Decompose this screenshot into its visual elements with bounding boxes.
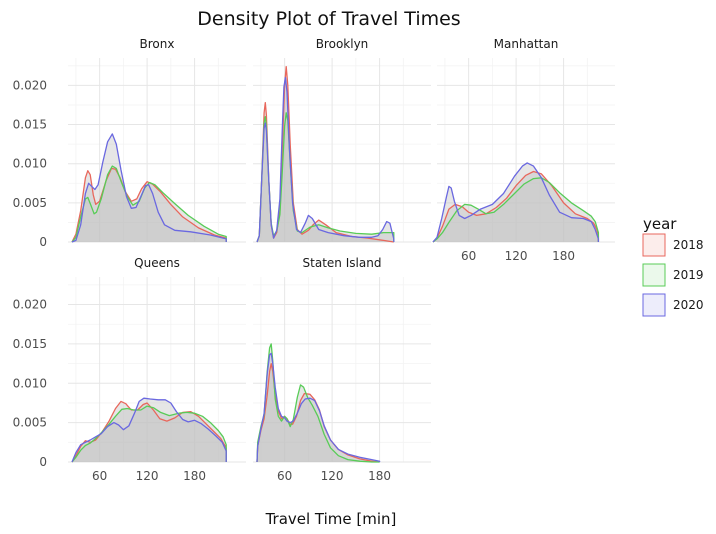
legend-key-2018: [642, 233, 666, 257]
legend-key-2020: [642, 293, 666, 317]
density-area-2019: [72, 406, 227, 462]
density-line-2020: [71, 133, 227, 243]
y-tick-label: 0.010: [13, 376, 47, 390]
x-tick-label: 180: [552, 249, 575, 263]
density-line-2019: [71, 405, 227, 463]
density-line-2020: [256, 352, 381, 463]
facet-label: Queens: [134, 256, 180, 270]
legend: year 2018 2019 2020: [642, 215, 704, 317]
density-line-2020: [71, 397, 227, 463]
facet-label: Brooklyn: [316, 37, 369, 51]
x-tick-label: 120: [505, 249, 528, 263]
density-area-2020: [433, 162, 599, 242]
y-tick-label: 0.010: [13, 157, 47, 171]
density-area-2020: [72, 133, 227, 242]
chart-title: Density Plot of Travel Times: [197, 8, 460, 30]
legend-title: year: [643, 215, 677, 233]
density-area-2018: [257, 363, 380, 462]
density-line-2019: [256, 112, 395, 243]
x-tick-label: 180: [183, 469, 206, 483]
legend-label-2019: 2019: [673, 268, 704, 282]
x-tick-label: 120: [321, 469, 344, 483]
x-axis-title: Travel Time [min]: [265, 510, 397, 528]
density-line-2018: [256, 65, 394, 243]
x-tick-label: 60: [461, 249, 476, 263]
facet-panel-bronx: Bronx 0 0.005 0.010 0.015 0.020: [13, 37, 246, 249]
facet-label: Manhattan: [494, 37, 559, 51]
y-tick-label: 0.015: [13, 337, 47, 351]
density-area-2018: [433, 171, 599, 242]
density-area-2020: [257, 77, 394, 242]
facet-panels: Bronx 0 0.005 0.010 0.015 0.020 Brooklyn Manhat…: [13, 37, 615, 483]
legend-label-2018: 2018: [673, 238, 704, 252]
facet-panel-brooklyn: Brooklyn: [253, 37, 431, 243]
density-line-2018: [432, 170, 600, 243]
y-tick-label: 0.005: [13, 416, 47, 430]
legend-key-2019: [642, 263, 666, 287]
legend-label-2020: 2020: [673, 298, 704, 312]
facet-panel-queens: Queens 0 0.005 0.010 0.015 0.020 60 120 180: [13, 256, 246, 483]
y-tick-label: 0: [39, 235, 47, 249]
density-area-2019: [257, 112, 394, 242]
density-area-2020: [257, 353, 380, 462]
x-tick-label: 60: [277, 469, 292, 483]
facet-panel-staten-island: Staten Island 60 120 180: [253, 256, 431, 483]
y-tick-label: 0.015: [13, 118, 47, 132]
density-line-2019: [432, 177, 600, 243]
y-tick-label: 0.005: [13, 196, 47, 210]
density-area-2019: [72, 166, 227, 242]
density-area-2018: [72, 168, 227, 242]
facet-label: Bronx: [140, 37, 175, 51]
y-tick-label: 0: [39, 455, 47, 469]
facet-panel-manhattan: Manhattan 60 120 180: [432, 37, 615, 263]
x-tick-label: 180: [368, 469, 391, 483]
x-tick-label: 120: [136, 469, 159, 483]
density-area-2020: [72, 398, 227, 462]
density-line-2020: [432, 162, 600, 243]
x-tick-label: 60: [92, 469, 107, 483]
facet-label: Staten Island: [303, 256, 382, 270]
y-tick-label: 0.020: [13, 78, 47, 92]
density-line-2020: [256, 76, 395, 243]
density-area-2018: [72, 401, 227, 462]
density-area-2019: [257, 343, 380, 462]
density-area-2018: [257, 66, 394, 242]
y-tick-label: 0.020: [13, 298, 47, 312]
